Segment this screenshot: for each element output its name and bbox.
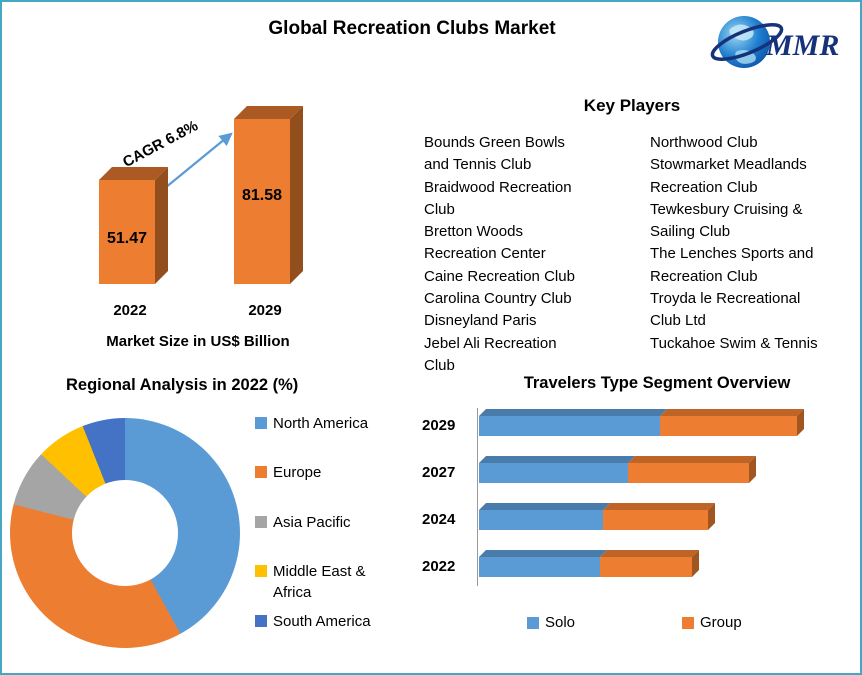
globe-icon: MMR: [710, 16, 839, 68]
market-axis-title: Market Size in US$ Billion: [106, 333, 290, 350]
key-player-item: Tewkesbury Cruising & Sailing Club: [650, 200, 803, 241]
legend-label: North America: [273, 415, 369, 432]
legend-swatch: [682, 616, 694, 629]
solo-segment: [479, 510, 603, 530]
travelers-bar: [479, 510, 708, 530]
key-players-heading: Key Players: [583, 96, 681, 115]
solo-segment: [479, 557, 600, 577]
solo-segment: [479, 463, 628, 483]
legend-label: Asia Pacific: [273, 514, 351, 531]
travelers-bar: [479, 416, 797, 436]
page-title: Global Recreation Clubs Market: [268, 18, 556, 39]
key-player-item: Jebel Ali Recreation Club: [424, 334, 557, 374]
travelers-year-label: 2024: [422, 511, 456, 528]
legend-label: Middle East & Africa: [273, 563, 366, 601]
regional-heading: Regional Analysis in 2022 (%): [66, 376, 299, 394]
travelers-bar: [479, 557, 692, 577]
legend-swatch: [255, 466, 267, 478]
logo-text: MMR: [765, 29, 839, 62]
legend-label: Europe: [273, 464, 322, 481]
legend-item-europe: Europe: [255, 462, 385, 483]
x-label-2022: 2022: [113, 302, 147, 319]
key-players-column-2: Northwood Club Stowmarket Meadlands Recr…: [650, 132, 820, 355]
group-segment: [603, 510, 708, 530]
key-player-item: The Lenches Sports and Recreation Club: [650, 245, 814, 285]
legend-item-south-america: South America: [255, 611, 385, 632]
travelers-row-2029: 2029: [422, 416, 797, 436]
solo-segment: [479, 416, 660, 436]
legend-item-asia-pacific: Asia Pacific: [255, 512, 385, 533]
travelers-year-label: 2022: [422, 558, 456, 575]
legend-item-group: Group: [682, 614, 742, 631]
legend-label: South America: [273, 613, 371, 630]
group-segment: [628, 463, 749, 483]
travelers-row-2022: 2022: [422, 557, 692, 577]
key-player-item: Tuckahoe Swim & Tennis: [650, 334, 818, 352]
bar-2029: 81.58: [234, 119, 290, 284]
bar-2022: 51.47: [99, 180, 155, 284]
key-player-item: Northwood Club: [650, 134, 758, 151]
bar-2022-value: 51.47: [106, 230, 148, 247]
travelers-heading: Travelers Type Segment Overview: [523, 374, 791, 392]
travelers-year-label: 2027: [422, 464, 456, 481]
legend-swatch: [255, 516, 267, 528]
key-player-item: Stowmarket Meadlands Recreation Club: [650, 156, 807, 196]
travelers-row-2024: 2024: [422, 510, 708, 530]
key-player-item: Carolina Country Club: [424, 290, 572, 308]
legend-swatch: [255, 417, 267, 429]
cagr-arrow-icon: [164, 132, 233, 189]
travelers-axis-line: [477, 408, 478, 586]
travelers-bar: [479, 463, 749, 483]
key-player-item: Braidwood Recreation Club: [424, 178, 572, 218]
legend-label: Group: [700, 614, 742, 631]
legend-item-solo: Solo: [527, 614, 575, 631]
key-player-item: Troyda le Recreational Club Ltd: [650, 290, 801, 330]
legend-item-middle-east-africa: Middle East & Africa: [255, 561, 385, 603]
key-player-item: Bretton Woods Recreation Center: [424, 223, 546, 263]
legend-swatch: [255, 565, 267, 577]
legend-item-north-america: North America: [255, 413, 385, 434]
group-segment: [600, 557, 692, 577]
key-players-column-1: Bounds Green Bowls and Tennis Club Braid…: [424, 132, 589, 377]
mmr-logo: MMR: [706, 8, 856, 80]
key-player-item: Bounds Green Bowls and Tennis Club: [424, 134, 565, 174]
legend-label: Solo: [545, 614, 576, 631]
regional-donut-chart: [10, 418, 240, 648]
bar-2029-value: 81.58: [241, 187, 283, 204]
travelers-row-2027: 2027: [422, 463, 749, 483]
key-player-item: Disneyland Paris: [424, 312, 537, 330]
legend-swatch: [255, 615, 267, 627]
x-label-2029: 2029: [248, 302, 282, 319]
group-segment: [660, 416, 797, 436]
travelers-year-label: 2029: [422, 417, 456, 434]
key-player-item: Caine Recreation Club: [424, 267, 575, 285]
legend-swatch: [527, 616, 539, 629]
